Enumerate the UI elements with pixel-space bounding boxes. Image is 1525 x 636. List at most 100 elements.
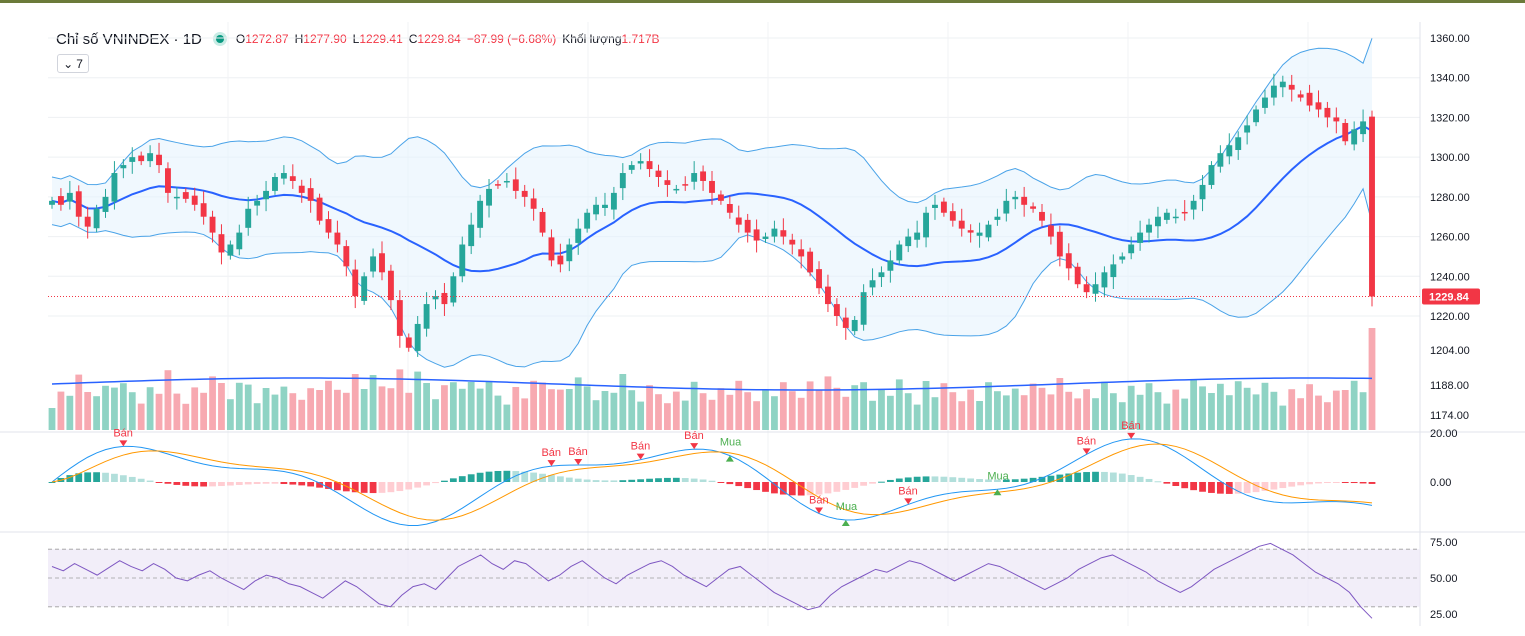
candle-body (744, 219, 751, 233)
macd-bar (280, 482, 288, 485)
macd-bar (967, 478, 975, 482)
volume-bar (1101, 381, 1108, 430)
volume-bar (75, 374, 83, 430)
macd-bar (1020, 478, 1028, 482)
volume-bar (708, 399, 716, 430)
volume-bar (1288, 389, 1296, 430)
volume-bar (298, 399, 306, 430)
candle-body (343, 246, 350, 267)
candle-body (1012, 196, 1019, 200)
sell-signal-marker (1082, 448, 1091, 455)
candle-body (477, 200, 484, 228)
macd-bar (1297, 482, 1305, 486)
volume-bar (173, 393, 181, 430)
volume-bar (253, 403, 261, 430)
candle-body (1235, 137, 1242, 150)
volume-bar (1020, 395, 1028, 430)
indicators-collapse-button[interactable]: ⌄ 7 (57, 54, 89, 73)
macd-bar (690, 478, 698, 482)
volume-bar (1083, 389, 1090, 430)
macd-bar (441, 480, 448, 482)
volume-bar (458, 388, 466, 430)
volume-tick-label: 1204.00 (1430, 345, 1470, 357)
price-tick-label: 1320.00 (1430, 112, 1470, 124)
volume-bar (860, 382, 868, 430)
symbol-title[interactable]: Chỉ số VNINDEX · 1D (56, 30, 202, 48)
volume-bar (1350, 380, 1358, 430)
price-tick-label: 1280.00 (1430, 192, 1470, 204)
sell-signal-marker (119, 440, 128, 447)
macd-bar (1261, 482, 1269, 491)
candle-body (869, 280, 876, 288)
volume-bar (1315, 395, 1322, 430)
volume-bar (378, 386, 386, 430)
candle-body (352, 269, 359, 297)
sell-signal-label: Bán (631, 441, 651, 453)
candle-body (967, 230, 974, 233)
buy-signal-marker (841, 519, 850, 526)
macd-bar (628, 479, 636, 482)
volume-bar (512, 387, 520, 430)
macd-bar (619, 480, 627, 482)
volume-bar (209, 376, 216, 430)
sell-signal-label: Bán (1121, 420, 1141, 432)
volume-bar (530, 380, 538, 430)
volume-bar (753, 401, 760, 430)
volume-bar (191, 387, 199, 430)
candle-body (191, 195, 198, 205)
macd-bar (423, 482, 430, 486)
volume-bar (316, 390, 323, 430)
volume-bar (1127, 385, 1135, 430)
volume-bar (958, 401, 966, 430)
close-readout: C1229.84 (408, 32, 461, 46)
volume-bar (200, 392, 208, 430)
candle-body (905, 236, 912, 247)
volume-bar (548, 389, 555, 430)
candle-body (227, 244, 234, 256)
volume-bar (414, 371, 422, 430)
candle-body (1315, 102, 1322, 110)
candle-body (575, 228, 582, 243)
candle-body (316, 197, 323, 221)
candle-body (334, 232, 341, 245)
candle-body (1324, 107, 1331, 118)
macd-bar (913, 476, 921, 482)
sell-signal-marker (547, 460, 556, 467)
macd-bar (93, 472, 100, 482)
volume-bar (931, 397, 939, 430)
price-tick-label: 1220.00 (1430, 311, 1470, 323)
macd-bar (1190, 482, 1198, 491)
candle-body (512, 179, 519, 191)
candle-body (548, 237, 555, 261)
macd-bar (137, 478, 145, 482)
volume-bar (994, 391, 1001, 430)
macd-bar (672, 477, 680, 482)
volume-bar (1136, 394, 1144, 430)
volume-bar (334, 389, 341, 430)
volume-bar (1154, 392, 1162, 430)
volume-bar (102, 385, 109, 430)
candle-body (1172, 216, 1179, 219)
candle-body (673, 188, 680, 191)
price-tick-label: 1240.00 (1430, 271, 1470, 283)
candle-body (566, 244, 573, 262)
macd-bar (191, 482, 199, 487)
volume-bar (1341, 390, 1349, 430)
macd-bar (771, 482, 778, 494)
candle-body (735, 217, 742, 225)
volume-bar (387, 388, 395, 430)
candle-body (84, 216, 91, 227)
candle-body (1030, 206, 1037, 209)
volume-bar (690, 381, 698, 430)
volume-bar (119, 383, 127, 430)
change-readout: −87.99 (−6.68%) (466, 32, 557, 46)
volume-bar (235, 382, 243, 430)
macd-tick-label: 0.00 (1430, 477, 1451, 489)
volume-bar (467, 382, 475, 430)
candle-body (173, 196, 180, 199)
volume-bar (949, 392, 957, 430)
volume-bar (726, 394, 734, 430)
macd-bar (316, 482, 323, 488)
macd-bar (476, 472, 484, 482)
